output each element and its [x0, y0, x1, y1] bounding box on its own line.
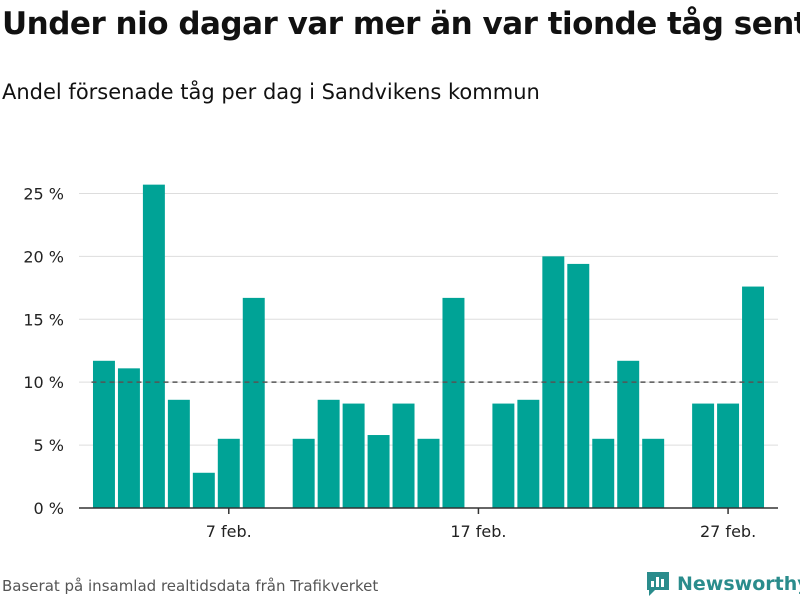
bar — [517, 399, 540, 508]
bar — [217, 438, 240, 508]
y-tick-label: 10 % — [23, 373, 64, 392]
bar — [592, 438, 615, 508]
bar — [642, 438, 665, 508]
bar — [742, 286, 765, 508]
brand-label: Newsworthy — [677, 573, 800, 595]
bar — [292, 438, 315, 508]
bar — [242, 297, 265, 508]
x-tick-label: 7 feb. — [206, 522, 252, 541]
bar — [492, 403, 515, 508]
bar — [617, 360, 640, 508]
source-note: Baserat på insamlad realtidsdata från Tr… — [2, 577, 379, 595]
chart-subtitle: Andel försenade tåg per dag i Sandvikens… — [2, 80, 540, 104]
x-tick-label: 17 feb. — [450, 522, 506, 541]
bar — [192, 472, 215, 508]
bar — [92, 360, 115, 508]
x-tick-label: 27 feb. — [700, 522, 756, 541]
bar — [442, 297, 465, 508]
bar — [142, 184, 165, 508]
y-tick-label: 15 % — [23, 310, 64, 329]
bar — [117, 368, 140, 508]
bar — [342, 403, 365, 508]
bar — [417, 438, 440, 508]
newsworthy-logo: Newsworthy — [645, 570, 800, 598]
bar — [567, 263, 590, 508]
bar — [317, 399, 340, 508]
y-tick-label: 0 % — [34, 499, 64, 518]
bar — [367, 435, 390, 508]
bar — [167, 399, 190, 508]
bar — [692, 403, 715, 508]
y-tick-label: 20 % — [23, 247, 64, 266]
bar — [392, 403, 415, 508]
chart-title: Under nio dagar var mer än var tionde tå… — [2, 6, 800, 42]
y-tick-label: 25 % — [23, 184, 64, 203]
y-tick-label: 5 % — [34, 436, 64, 455]
chart-logo-icon — [647, 572, 669, 596]
bar — [717, 403, 740, 508]
